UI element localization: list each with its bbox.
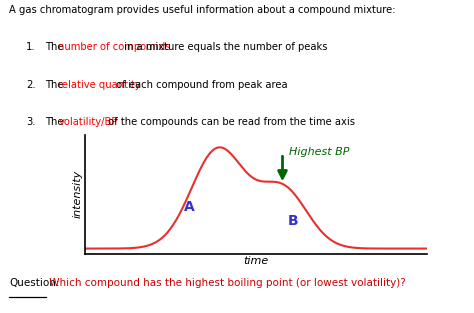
Text: volatility/BP: volatility/BP	[58, 117, 118, 127]
Text: Highest BP: Highest BP	[289, 147, 350, 157]
Text: Question:: Question:	[9, 278, 60, 288]
Text: A: A	[184, 200, 195, 214]
Y-axis label: intensity: intensity	[73, 170, 82, 218]
Text: A gas chromatogram provides useful information about a compound mixture:: A gas chromatogram provides useful infor…	[9, 4, 396, 14]
Text: 2.: 2.	[26, 80, 36, 90]
Text: in a mixture equals the number of peaks: in a mixture equals the number of peaks	[121, 42, 328, 52]
Text: 3.: 3.	[26, 117, 36, 127]
Text: The: The	[45, 42, 67, 52]
Text: Which compound has the highest boiling point (or lowest volatility)?: Which compound has the highest boiling p…	[46, 278, 406, 288]
Text: The: The	[45, 80, 67, 90]
Text: 1.: 1.	[26, 42, 36, 52]
Text: number of compounds: number of compounds	[58, 42, 171, 52]
Text: B: B	[288, 214, 299, 228]
X-axis label: time: time	[243, 256, 269, 266]
Text: of the compounds can be read from the time axis: of the compounds can be read from the ti…	[105, 117, 355, 127]
Text: of each compound from peak area: of each compound from peak area	[113, 80, 287, 90]
Text: relative quantity: relative quantity	[58, 80, 141, 90]
Text: The: The	[45, 117, 67, 127]
